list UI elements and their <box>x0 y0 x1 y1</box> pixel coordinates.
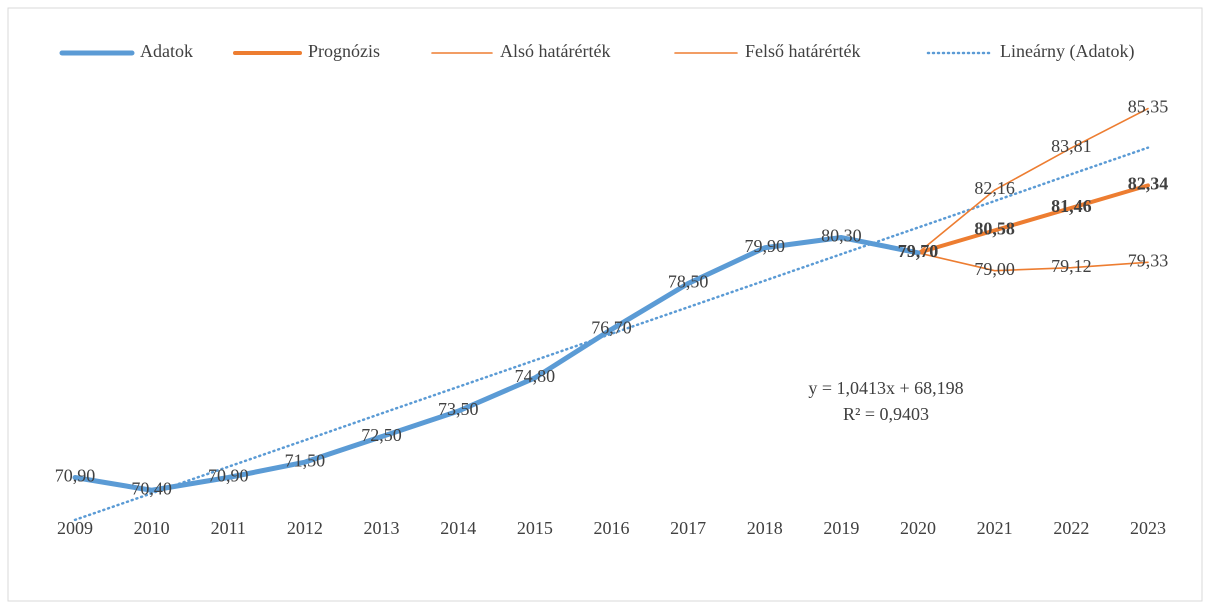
data-label: 79,70 <box>898 241 939 261</box>
legend-label: Lineárny (Adatok) <box>1000 41 1134 62</box>
x-tick-label: 2022 <box>1053 518 1089 538</box>
data-label: 81,46 <box>1051 196 1092 216</box>
x-tick-label: 2012 <box>287 518 323 538</box>
legend-label: Felső határérték <box>745 41 860 61</box>
data-label: 74,80 <box>515 366 556 386</box>
data-label: 79,00 <box>974 259 1015 279</box>
x-tick-label: 2021 <box>977 518 1013 538</box>
x-tick-label: 2023 <box>1130 518 1166 538</box>
chart-border <box>7 7 1203 602</box>
x-tick-label: 2014 <box>440 518 476 538</box>
data-label: 70,90 <box>55 466 96 486</box>
x-tick-label: 2011 <box>211 518 246 538</box>
x-tick-label: 2020 <box>900 518 936 538</box>
data-label: 82,16 <box>974 178 1015 198</box>
x-tick-label: 2017 <box>670 518 706 538</box>
x-tick-label: 2016 <box>593 518 629 538</box>
data-label: 83,81 <box>1051 136 1092 156</box>
data-label: 79,12 <box>1051 256 1092 276</box>
x-tick-label: 2018 <box>747 518 783 538</box>
data-label: 82,34 <box>1128 174 1169 194</box>
data-label: 79,70 <box>898 241 939 261</box>
data-label: 73,50 <box>438 399 479 419</box>
legend-label: Adatok <box>140 41 193 61</box>
data-label: 80,58 <box>974 218 1015 238</box>
x-tick-label: 2019 <box>823 518 859 538</box>
x-tick-label: 2015 <box>517 518 553 538</box>
data-label: 85,35 <box>1128 97 1169 117</box>
legend-label: Prognózis <box>308 41 380 61</box>
data-label: 79,33 <box>1128 250 1169 270</box>
data-label: 76,70 <box>591 318 632 338</box>
data-label: 71,50 <box>285 450 326 470</box>
x-tick-label: 2013 <box>364 518 400 538</box>
data-label: 72,50 <box>361 425 402 445</box>
series-line <box>73 146 1150 522</box>
data-label: 78,50 <box>668 272 709 292</box>
legend-label: Alsó határérték <box>500 41 610 61</box>
series-line <box>917 252 1149 272</box>
data-label: 70,40 <box>131 478 172 498</box>
trend-r-squared: R² = 0,9403 <box>843 404 929 424</box>
data-label: 79,90 <box>745 236 786 256</box>
series-line <box>916 183 1150 255</box>
data-label: 80,30 <box>821 226 862 246</box>
trend-equation: y = 1,0413x + 68,198 <box>808 378 963 398</box>
series-line <box>72 235 921 493</box>
series-line <box>917 107 1149 254</box>
x-tick-label: 2009 <box>57 518 93 538</box>
x-tick-label: 2010 <box>134 518 170 538</box>
data-label: 70,90 <box>208 466 249 486</box>
